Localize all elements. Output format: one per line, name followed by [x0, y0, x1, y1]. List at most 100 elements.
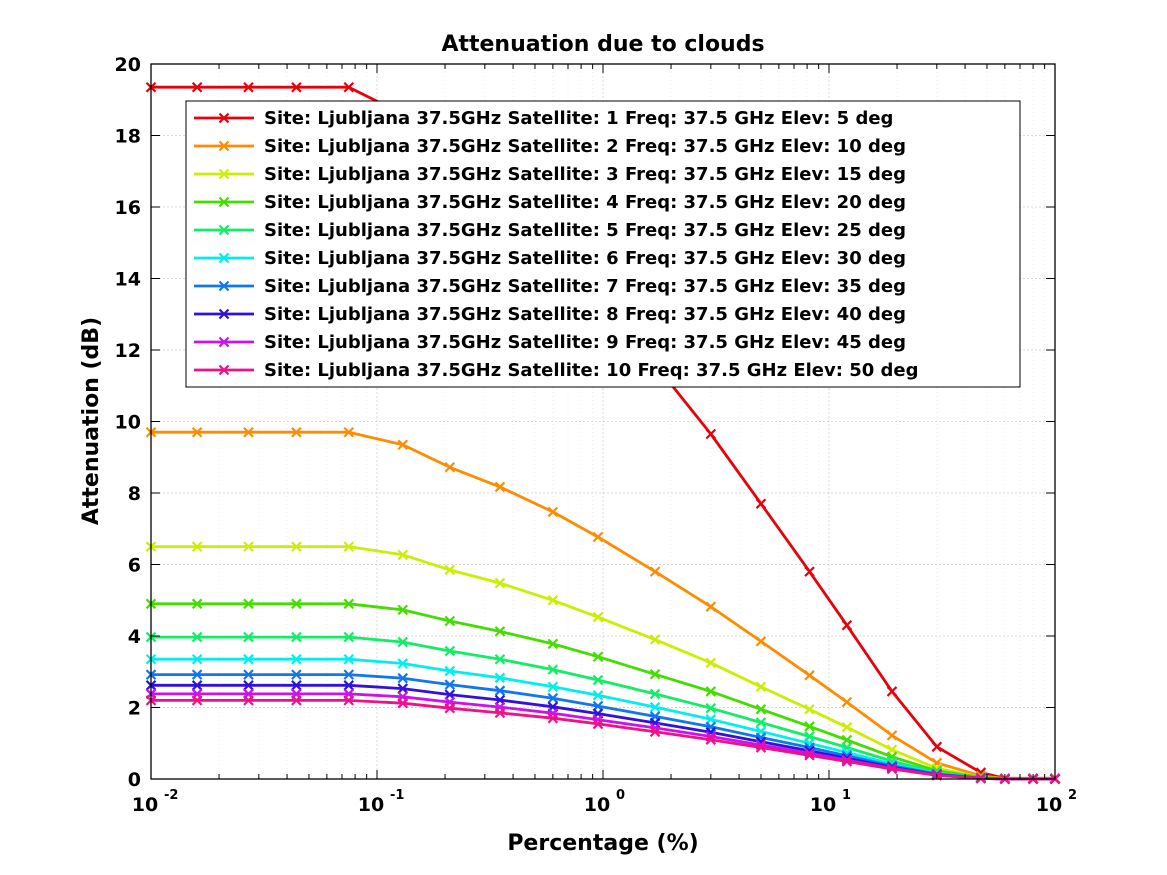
data-point-marker	[592, 531, 604, 543]
data-point-marker	[649, 726, 661, 738]
legend-label: Site: Ljubljana 37.5GHz Satellite: 7 Fre…	[264, 276, 906, 297]
legend-item: Site: Ljubljana 37.5GHz Satellite: 3 Fre…	[194, 164, 906, 185]
data-point-marker	[592, 718, 604, 730]
data-point-marker	[547, 594, 559, 606]
data-point-marker	[444, 665, 456, 677]
x-tick-label: 10	[132, 794, 158, 816]
data-point-marker	[547, 506, 559, 518]
data-point-marker	[841, 756, 853, 767]
data-point-marker	[592, 674, 604, 686]
data-point-marker	[291, 426, 302, 438]
legend-label: Site: Ljubljana 37.5GHz Satellite: 10 Fr…	[264, 360, 919, 381]
y-tick-label: 18	[115, 126, 141, 148]
tick-labels: 0 2 4 6 8 10 12 14 16 18 20 10 -2 10 -1 10 0 10 1 10 2	[115, 54, 1078, 816]
x-tick-label: 10	[810, 794, 836, 816]
data-point-marker	[547, 712, 559, 724]
legend-label: Site: Ljubljana 37.5GHz Satellite: 4 Fre…	[264, 192, 906, 213]
legend-item: Site: Ljubljana 37.5GHz Satellite: 5 Fre…	[194, 220, 906, 241]
legend-item: Site: Ljubljana 37.5GHz Satellite: 2 Fre…	[194, 136, 906, 157]
data-point-marker	[291, 541, 302, 552]
data-point-marker	[397, 658, 409, 669]
y-tick-label: 14	[115, 269, 141, 291]
legend-label: Site: Ljubljana 37.5GHz Satellite: 2 Fre…	[264, 136, 906, 157]
x-tick-label-exponent: 1	[842, 788, 851, 803]
legend-item: Site: Ljubljana 37.5GHz Satellite: 1 Fre…	[194, 108, 893, 129]
data-point-marker	[705, 428, 717, 440]
data-point-marker	[444, 615, 456, 627]
data-point-marker	[191, 653, 203, 665]
data-point-marker	[494, 672, 506, 684]
legend-marker	[218, 196, 230, 208]
data-point-marker	[886, 763, 898, 775]
series-layer	[145, 81, 1061, 785]
data-point-marker	[649, 701, 661, 713]
data-point-marker	[243, 541, 254, 552]
data-point-marker	[243, 680, 254, 691]
data-point-marker	[755, 636, 767, 647]
data-point-marker	[494, 577, 506, 589]
data-point-marker	[343, 695, 355, 706]
data-point-marker	[755, 742, 767, 753]
data-point-marker	[649, 668, 661, 680]
data-point-marker	[397, 683, 409, 694]
ticks	[150, 63, 1055, 780]
data-point-marker	[841, 721, 853, 733]
data-point-marker	[343, 598, 355, 610]
data-point-marker	[804, 704, 815, 715]
data-point-marker	[291, 653, 302, 665]
legend-marker	[218, 168, 230, 180]
data-point-marker	[705, 702, 717, 714]
x-axis-label: Percentage (%)	[507, 831, 698, 856]
legend-label: Site: Ljubljana 37.5GHz Satellite: 1 Fre…	[264, 108, 893, 129]
data-point-marker	[705, 686, 717, 697]
data-point-marker	[191, 598, 203, 610]
data-point-marker	[343, 631, 355, 643]
data-point-marker	[343, 669, 355, 680]
y-tick-label: 4	[128, 626, 141, 648]
data-point-marker	[191, 680, 203, 691]
data-point-marker	[649, 566, 661, 577]
data-point-marker	[243, 695, 254, 706]
data-point-marker	[343, 541, 355, 552]
legend: Site: Ljubljana 37.5GHz Satellite: 1 Fre…	[185, 100, 1021, 388]
x-tick-label: 10	[584, 794, 610, 816]
data-point-marker	[755, 704, 767, 715]
x-tick-label: 10	[358, 794, 384, 816]
data-point-marker	[494, 707, 506, 719]
data-point-marker	[755, 681, 767, 693]
data-point-marker	[547, 664, 559, 675]
data-point-marker	[397, 697, 409, 709]
data-point-marker	[649, 634, 661, 645]
y-tick-label: 20	[115, 54, 141, 76]
data-point-marker	[592, 651, 604, 663]
legend-item: Site: Ljubljana 37.5GHz Satellite: 10 Fr…	[194, 360, 919, 381]
data-point-marker	[291, 598, 302, 610]
legend-label: Site: Ljubljana 37.5GHz Satellite: 3 Fre…	[264, 164, 906, 185]
data-point-marker	[444, 461, 456, 473]
x-tick-label-exponent: -1	[390, 788, 404, 803]
data-point-marker	[804, 721, 815, 732]
data-point-marker	[886, 686, 898, 697]
data-point-marker	[397, 549, 409, 561]
y-tick-label: 12	[115, 340, 141, 362]
data-point-marker	[343, 426, 355, 438]
data-point-marker	[243, 426, 254, 438]
legend-item: Site: Ljubljana 37.5GHz Satellite: 9 Fre…	[194, 332, 906, 353]
legend-item: Site: Ljubljana 37.5GHz Satellite: 4 Fre…	[194, 192, 906, 213]
x-tick-label-exponent: 2	[1068, 788, 1077, 803]
data-point-marker	[444, 702, 456, 714]
data-point-marker	[343, 81, 355, 93]
data-point-marker	[804, 670, 815, 681]
legend-box	[185, 100, 1021, 388]
data-point-marker	[291, 81, 302, 93]
data-point-marker	[343, 653, 355, 665]
data-point-marker	[191, 426, 203, 438]
y-tick-label: 10	[115, 412, 141, 434]
data-point-marker	[191, 631, 203, 643]
data-point-marker	[243, 598, 254, 610]
legend-marker	[218, 336, 230, 348]
data-point-marker	[705, 601, 717, 612]
legend-marker	[218, 252, 230, 264]
legend-item: Site: Ljubljana 37.5GHz Satellite: 7 Fre…	[194, 276, 906, 297]
y-axis-label: Attenuation (dB)	[79, 317, 104, 525]
